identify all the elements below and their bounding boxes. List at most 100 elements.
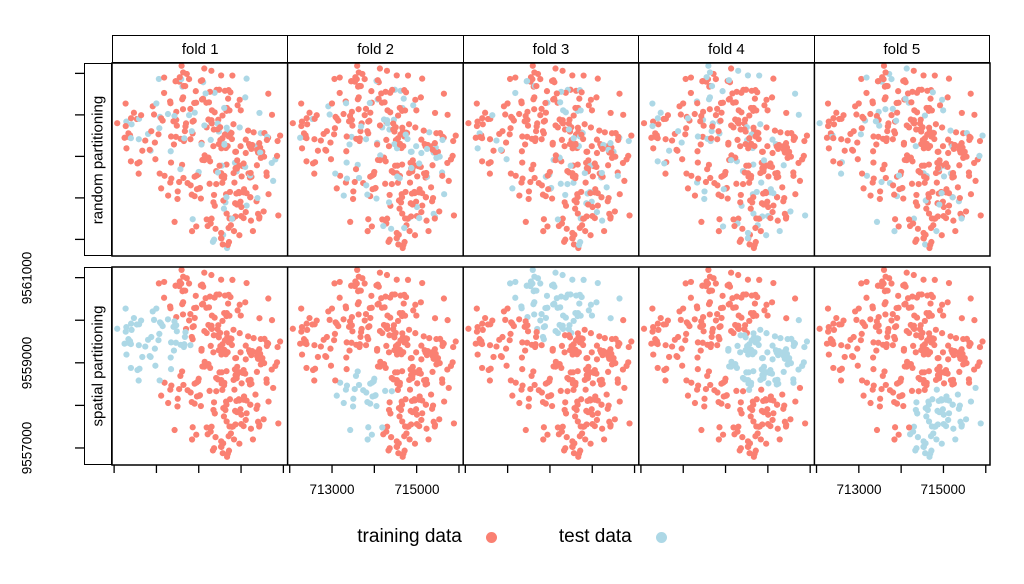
- test-point: [369, 379, 376, 386]
- training-point: [654, 135, 661, 142]
- training-point: [720, 379, 727, 386]
- training-point: [734, 136, 741, 144]
- training-point: [574, 161, 581, 168]
- training-point: [393, 235, 400, 242]
- training-point: [923, 104, 930, 112]
- test-point: [151, 345, 158, 352]
- training-point: [518, 354, 526, 361]
- training-point: [343, 148, 350, 155]
- training-point: [743, 162, 750, 169]
- training-point: [449, 359, 456, 366]
- training-point: [940, 380, 948, 387]
- training-point: [850, 333, 857, 341]
- training-point: [720, 172, 727, 179]
- training-point: [482, 314, 489, 322]
- training-point: [594, 190, 601, 197]
- test-point: [236, 124, 243, 131]
- training-point: [719, 292, 726, 299]
- training-point: [891, 216, 899, 223]
- training-point: [243, 397, 250, 404]
- training-point: [876, 195, 883, 203]
- training-point: [485, 160, 492, 167]
- test-point: [743, 369, 750, 376]
- training-point: [587, 96, 594, 103]
- training-point: [945, 209, 952, 216]
- training-point: [303, 158, 310, 165]
- training-point: [213, 181, 220, 188]
- training-point: [158, 185, 165, 192]
- training-point: [425, 227, 432, 235]
- training-point: [404, 72, 412, 79]
- training-point: [551, 95, 558, 102]
- training-point: [605, 402, 612, 409]
- training-point: [757, 228, 764, 235]
- training-point: [735, 312, 742, 319]
- test-point: [569, 276, 576, 283]
- training-point: [706, 299, 714, 306]
- training-point: [313, 112, 320, 119]
- training-point: [218, 438, 225, 445]
- training-point: [368, 292, 375, 299]
- training-point: [737, 199, 744, 206]
- training-point: [489, 317, 496, 324]
- training-point: [176, 74, 183, 81]
- training-point: [923, 205, 930, 212]
- test-point: [727, 157, 735, 164]
- training-point: [277, 338, 284, 345]
- training-point: [906, 424, 913, 431]
- training-point: [732, 99, 739, 106]
- training-point: [891, 398, 898, 406]
- training-point: [479, 326, 486, 333]
- test-point: [759, 371, 766, 378]
- test-point: [910, 423, 918, 430]
- training-point: [860, 320, 867, 327]
- training-point: [920, 276, 927, 283]
- training-point: [561, 199, 568, 206]
- test-point: [933, 228, 940, 235]
- training-point: [260, 416, 267, 423]
- training-point: [612, 360, 619, 367]
- test-point: [753, 337, 761, 344]
- training-point: [399, 210, 406, 217]
- training-point: [336, 294, 343, 301]
- training-point: [178, 267, 185, 273]
- training-point: [904, 295, 912, 302]
- training-point: [146, 146, 153, 153]
- training-point: [549, 347, 556, 354]
- training-point: [180, 299, 187, 306]
- training-point: [747, 413, 754, 420]
- training-point: [439, 172, 446, 179]
- training-point: [566, 169, 573, 176]
- training-point: [931, 215, 938, 222]
- training-point: [603, 391, 610, 398]
- training-point: [605, 368, 612, 376]
- training-point: [172, 282, 179, 289]
- training-point: [531, 94, 538, 101]
- training-point: [208, 312, 216, 319]
- training-point: [916, 126, 924, 133]
- training-point: [889, 182, 897, 189]
- training-point: [903, 269, 910, 276]
- training-point: [414, 380, 421, 387]
- training-point: [830, 341, 837, 348]
- training-point: [570, 241, 578, 248]
- training-point: [537, 76, 544, 83]
- test-point: [744, 235, 751, 242]
- training-point: [674, 333, 682, 341]
- training-point: [918, 369, 926, 376]
- training-point: [555, 222, 562, 230]
- test-point: [379, 424, 386, 431]
- training-point: [679, 362, 686, 369]
- training-point: [205, 99, 213, 106]
- test-point: [976, 152, 983, 159]
- test-point: [127, 364, 134, 372]
- training-point: [399, 418, 406, 425]
- training-point: [873, 112, 880, 120]
- test-point: [759, 354, 766, 362]
- training-point: [684, 320, 692, 327]
- training-point: [587, 440, 594, 447]
- training-point: [242, 342, 249, 349]
- training-point: [436, 416, 443, 423]
- training-point: [247, 401, 254, 408]
- test-point: [936, 201, 943, 208]
